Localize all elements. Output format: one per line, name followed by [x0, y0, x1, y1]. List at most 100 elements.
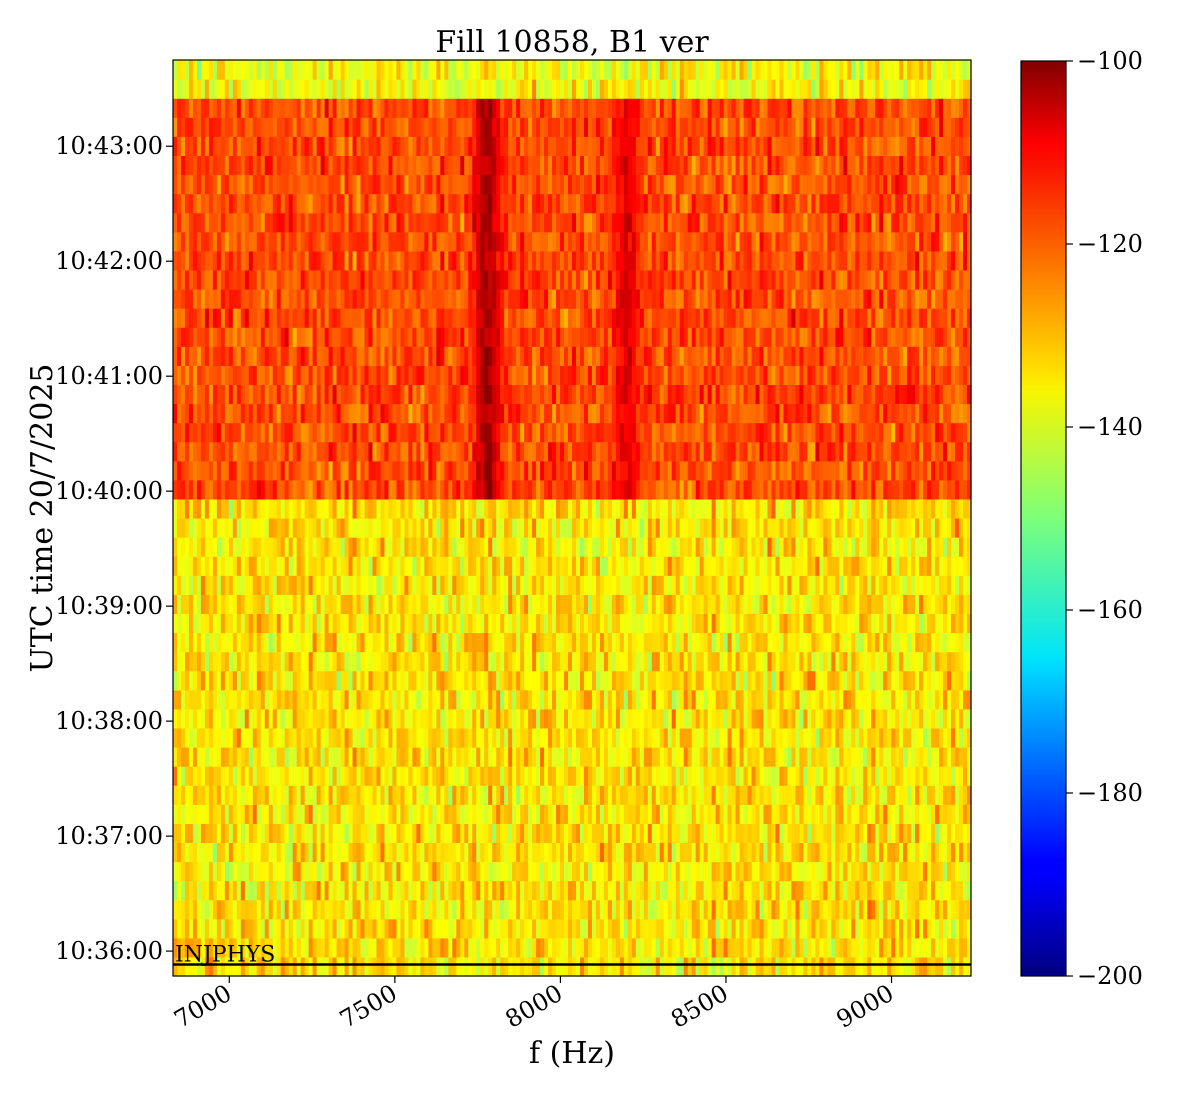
heatmap-cell	[216, 613, 222, 634]
heatmap-cell	[228, 747, 234, 767]
heatmap-cell	[536, 594, 541, 615]
heatmap-cell	[300, 708, 306, 729]
heatmap-cell	[727, 785, 733, 805]
heatmap-cell	[915, 594, 920, 615]
heatmap-cell	[663, 899, 669, 920]
heatmap-cell	[216, 727, 222, 748]
heatmap-cell	[707, 537, 713, 557]
heatmap-cell	[228, 899, 234, 920]
heatmap-cell	[839, 632, 844, 653]
heatmap-cell	[747, 689, 753, 710]
heatmap-cell	[320, 956, 326, 977]
heatmap-cell	[464, 937, 469, 958]
heatmap-cell	[292, 747, 298, 767]
heatmap-cell	[192, 956, 198, 977]
heatmap-cell	[943, 670, 948, 691]
heatmap-cell	[851, 956, 856, 977]
heatmap-cell	[416, 842, 421, 863]
heatmap-cell	[340, 899, 346, 920]
heatmap-cell	[212, 632, 218, 653]
heatmap-cell	[927, 689, 932, 710]
heatmap-cell	[611, 498, 617, 519]
heatmap-cell	[492, 956, 497, 977]
heatmap-cell	[284, 594, 290, 615]
heatmap-cell	[787, 537, 793, 557]
heatmap-cell	[176, 708, 182, 729]
heatmap-cell	[675, 766, 681, 786]
heatmap-cell	[679, 842, 685, 863]
heatmap-cell	[380, 727, 386, 748]
heatmap-cell	[504, 518, 509, 538]
heatmap-cell	[548, 785, 553, 805]
heatmap-cell	[232, 747, 238, 767]
heatmap-cell	[524, 727, 529, 748]
heatmap-cell	[915, 651, 920, 672]
heatmap-cell	[572, 708, 577, 729]
heatmap-cell	[420, 689, 425, 710]
heatmap-cell	[827, 785, 832, 805]
heatmap-cell	[935, 518, 940, 538]
heatmap-cell	[408, 937, 413, 958]
heatmap-cell	[755, 594, 761, 615]
heatmap-cell	[468, 727, 473, 748]
heatmap-cell	[560, 842, 565, 863]
heatmap-cell	[372, 785, 378, 805]
heatmap-cell	[839, 880, 844, 901]
heatmap-cell	[803, 594, 809, 615]
heatmap-cell	[176, 823, 182, 844]
heatmap-cell	[208, 842, 214, 863]
heatmap-cell	[536, 689, 541, 710]
heatmap-cell	[699, 575, 705, 595]
heatmap-cell	[420, 937, 425, 958]
heatmap-cell	[564, 727, 569, 748]
heatmap-cell	[380, 785, 386, 805]
heatmap-cell	[867, 518, 872, 538]
heatmap-cell	[368, 727, 374, 748]
heatmap-cell	[344, 651, 350, 672]
heatmap-cell	[747, 937, 753, 958]
heatmap-cell	[420, 842, 425, 863]
heatmap-cell	[200, 708, 206, 729]
heatmap-cell	[867, 632, 872, 653]
heatmap-cell	[420, 785, 425, 805]
heatmap-cell	[556, 575, 561, 595]
heatmap-cell	[568, 747, 573, 767]
heatmap-cell	[336, 804, 342, 824]
heatmap-cell	[280, 498, 286, 519]
heatmap-cell	[591, 594, 597, 615]
heatmap-cell	[907, 861, 912, 882]
heatmap-cell	[304, 956, 310, 977]
heatmap-cell	[715, 689, 721, 710]
heatmap-cell	[831, 747, 836, 767]
heatmap-cell	[512, 861, 517, 882]
heatmap-cell	[328, 956, 334, 977]
heatmap-cell	[508, 956, 513, 977]
heatmap-cell	[324, 918, 330, 939]
heatmap-cell	[328, 575, 334, 595]
heatmap-cell	[939, 842, 944, 863]
heatmap-cell	[552, 651, 557, 672]
heatmap-cell	[248, 689, 254, 710]
heatmap-cell	[779, 689, 785, 710]
heatmap-cell	[915, 613, 920, 634]
heatmap-cell	[927, 823, 932, 844]
heatmap-cell	[468, 632, 473, 653]
heatmap-cell	[248, 727, 254, 748]
heatmap-cell	[887, 670, 892, 691]
heatmap-cell	[879, 861, 884, 882]
heatmap-cell	[743, 670, 749, 691]
heatmap-cell	[663, 823, 669, 844]
heatmap-cell	[476, 632, 481, 653]
heatmap-cell	[627, 575, 633, 595]
heatmap-cell	[955, 918, 960, 939]
heatmap-cell	[619, 651, 625, 672]
heatmap-cell	[643, 518, 649, 538]
heatmap-cell	[392, 556, 398, 576]
heatmap-cell	[579, 918, 585, 939]
heatmap-cell	[867, 575, 872, 595]
heatmap-cell	[280, 632, 286, 653]
heatmap-cell	[236, 708, 242, 729]
heatmap-cell	[264, 651, 270, 672]
heatmap-cell	[432, 956, 437, 977]
heatmap-cell	[575, 766, 581, 786]
